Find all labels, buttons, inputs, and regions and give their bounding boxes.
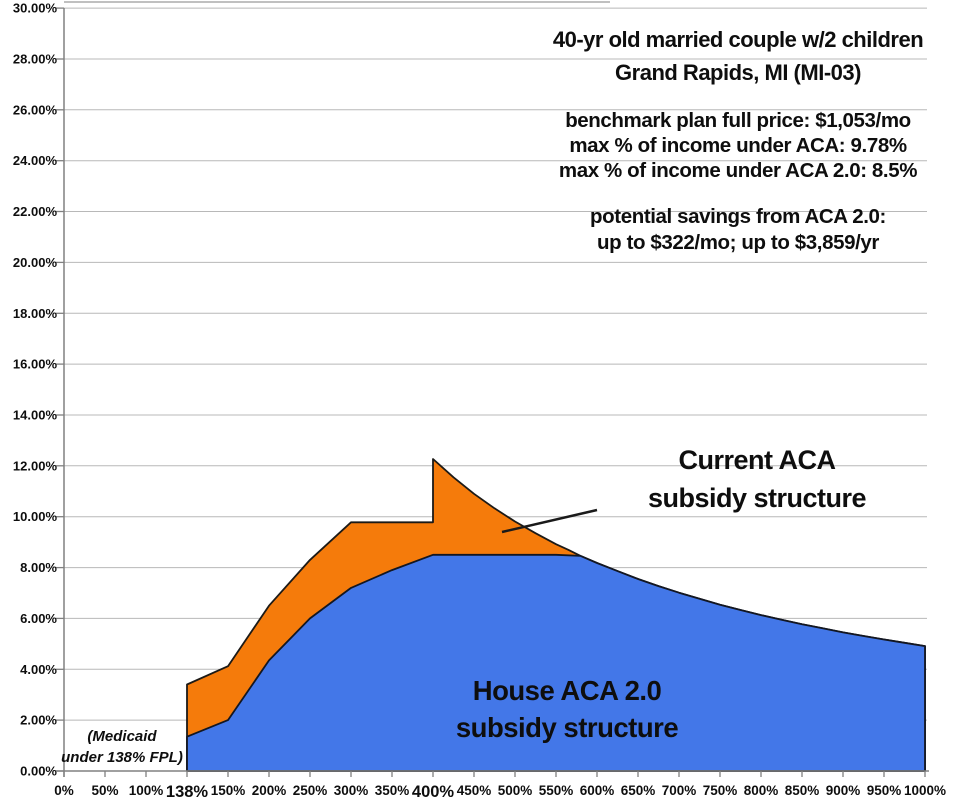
y-tick-label: 24.00% [13,153,58,168]
x-tick-label: 0% [54,783,74,798]
area-series-layer [186,458,926,772]
x-tick-label: 550% [539,783,574,798]
x-tick-label: 50% [91,783,118,798]
x-tick-label: 350% [375,783,410,798]
benchmark-plan-info: benchmark plan full price: $1,053/mo max… [558,109,918,182]
y-tick-label: 6.00% [20,611,57,626]
y-tick-label: 4.00% [20,662,57,677]
x-tick-label: 650% [621,783,656,798]
medicaid-note: (Medicaid under 138% FPL) [61,728,183,766]
current-aca-callout-line [501,508,598,534]
y-tick-label: 8.00% [20,560,57,575]
x-tick-label: 250% [293,783,328,798]
chart-header-title: 40-yr old married couple w/2 children Gr… [552,27,924,85]
y-tick-label: 16.00% [13,357,58,372]
y-tick-label: 30.00% [13,1,58,16]
potential-savings-note: potential savings from ACA 2.0: up to $3… [590,205,886,254]
y-tick-label: 18.00% [13,306,58,321]
y-tick-label: 26.00% [13,102,58,117]
y-tick-label: 10.00% [13,509,58,524]
x-tick-label: 400% [412,783,455,801]
x-tick-label: 850% [785,783,820,798]
area-house-aca-2-0 [186,553,926,772]
x-tick-label: 800% [744,783,779,798]
y-tick-label: 12.00% [13,458,58,473]
axis-ticks-layer [56,7,926,777]
axis-labels-layer: 0.00% 2.00% 4.00% 6.00% 8.00% 10.00% 12.00% 14.… [13,1,946,801]
current-aca-series-label: Current ACA subsidy structure [647,445,867,513]
y-tick-label: 14.00% [13,408,58,423]
y-tick-label: 20.00% [13,255,58,270]
x-tick-label: 600% [580,783,615,798]
x-tick-label: 150% [211,783,246,798]
aca-2-0-series-label: House ACA 2.0 subsidy structure [455,675,679,743]
y-tick-label: 22.00% [13,204,58,219]
y-tick-label: 0.00% [20,764,57,779]
y-tick-label: 2.00% [20,713,57,728]
x-tick-label: 100% [129,783,164,798]
x-tick-label: 750% [703,783,738,798]
x-tick-label: 500% [498,783,533,798]
y-tick-label: 28.00% [13,52,58,67]
x-tick-label: 1000% [904,783,946,798]
x-tick-label: 900% [826,783,861,798]
x-tick-label: 200% [252,783,287,798]
x-tick-label: 950% [867,783,902,798]
x-tick-label: 700% [662,783,697,798]
x-tick-label: 450% [457,783,492,798]
x-tick-label: 138% [166,783,209,801]
x-tick-label: 300% [334,783,369,798]
